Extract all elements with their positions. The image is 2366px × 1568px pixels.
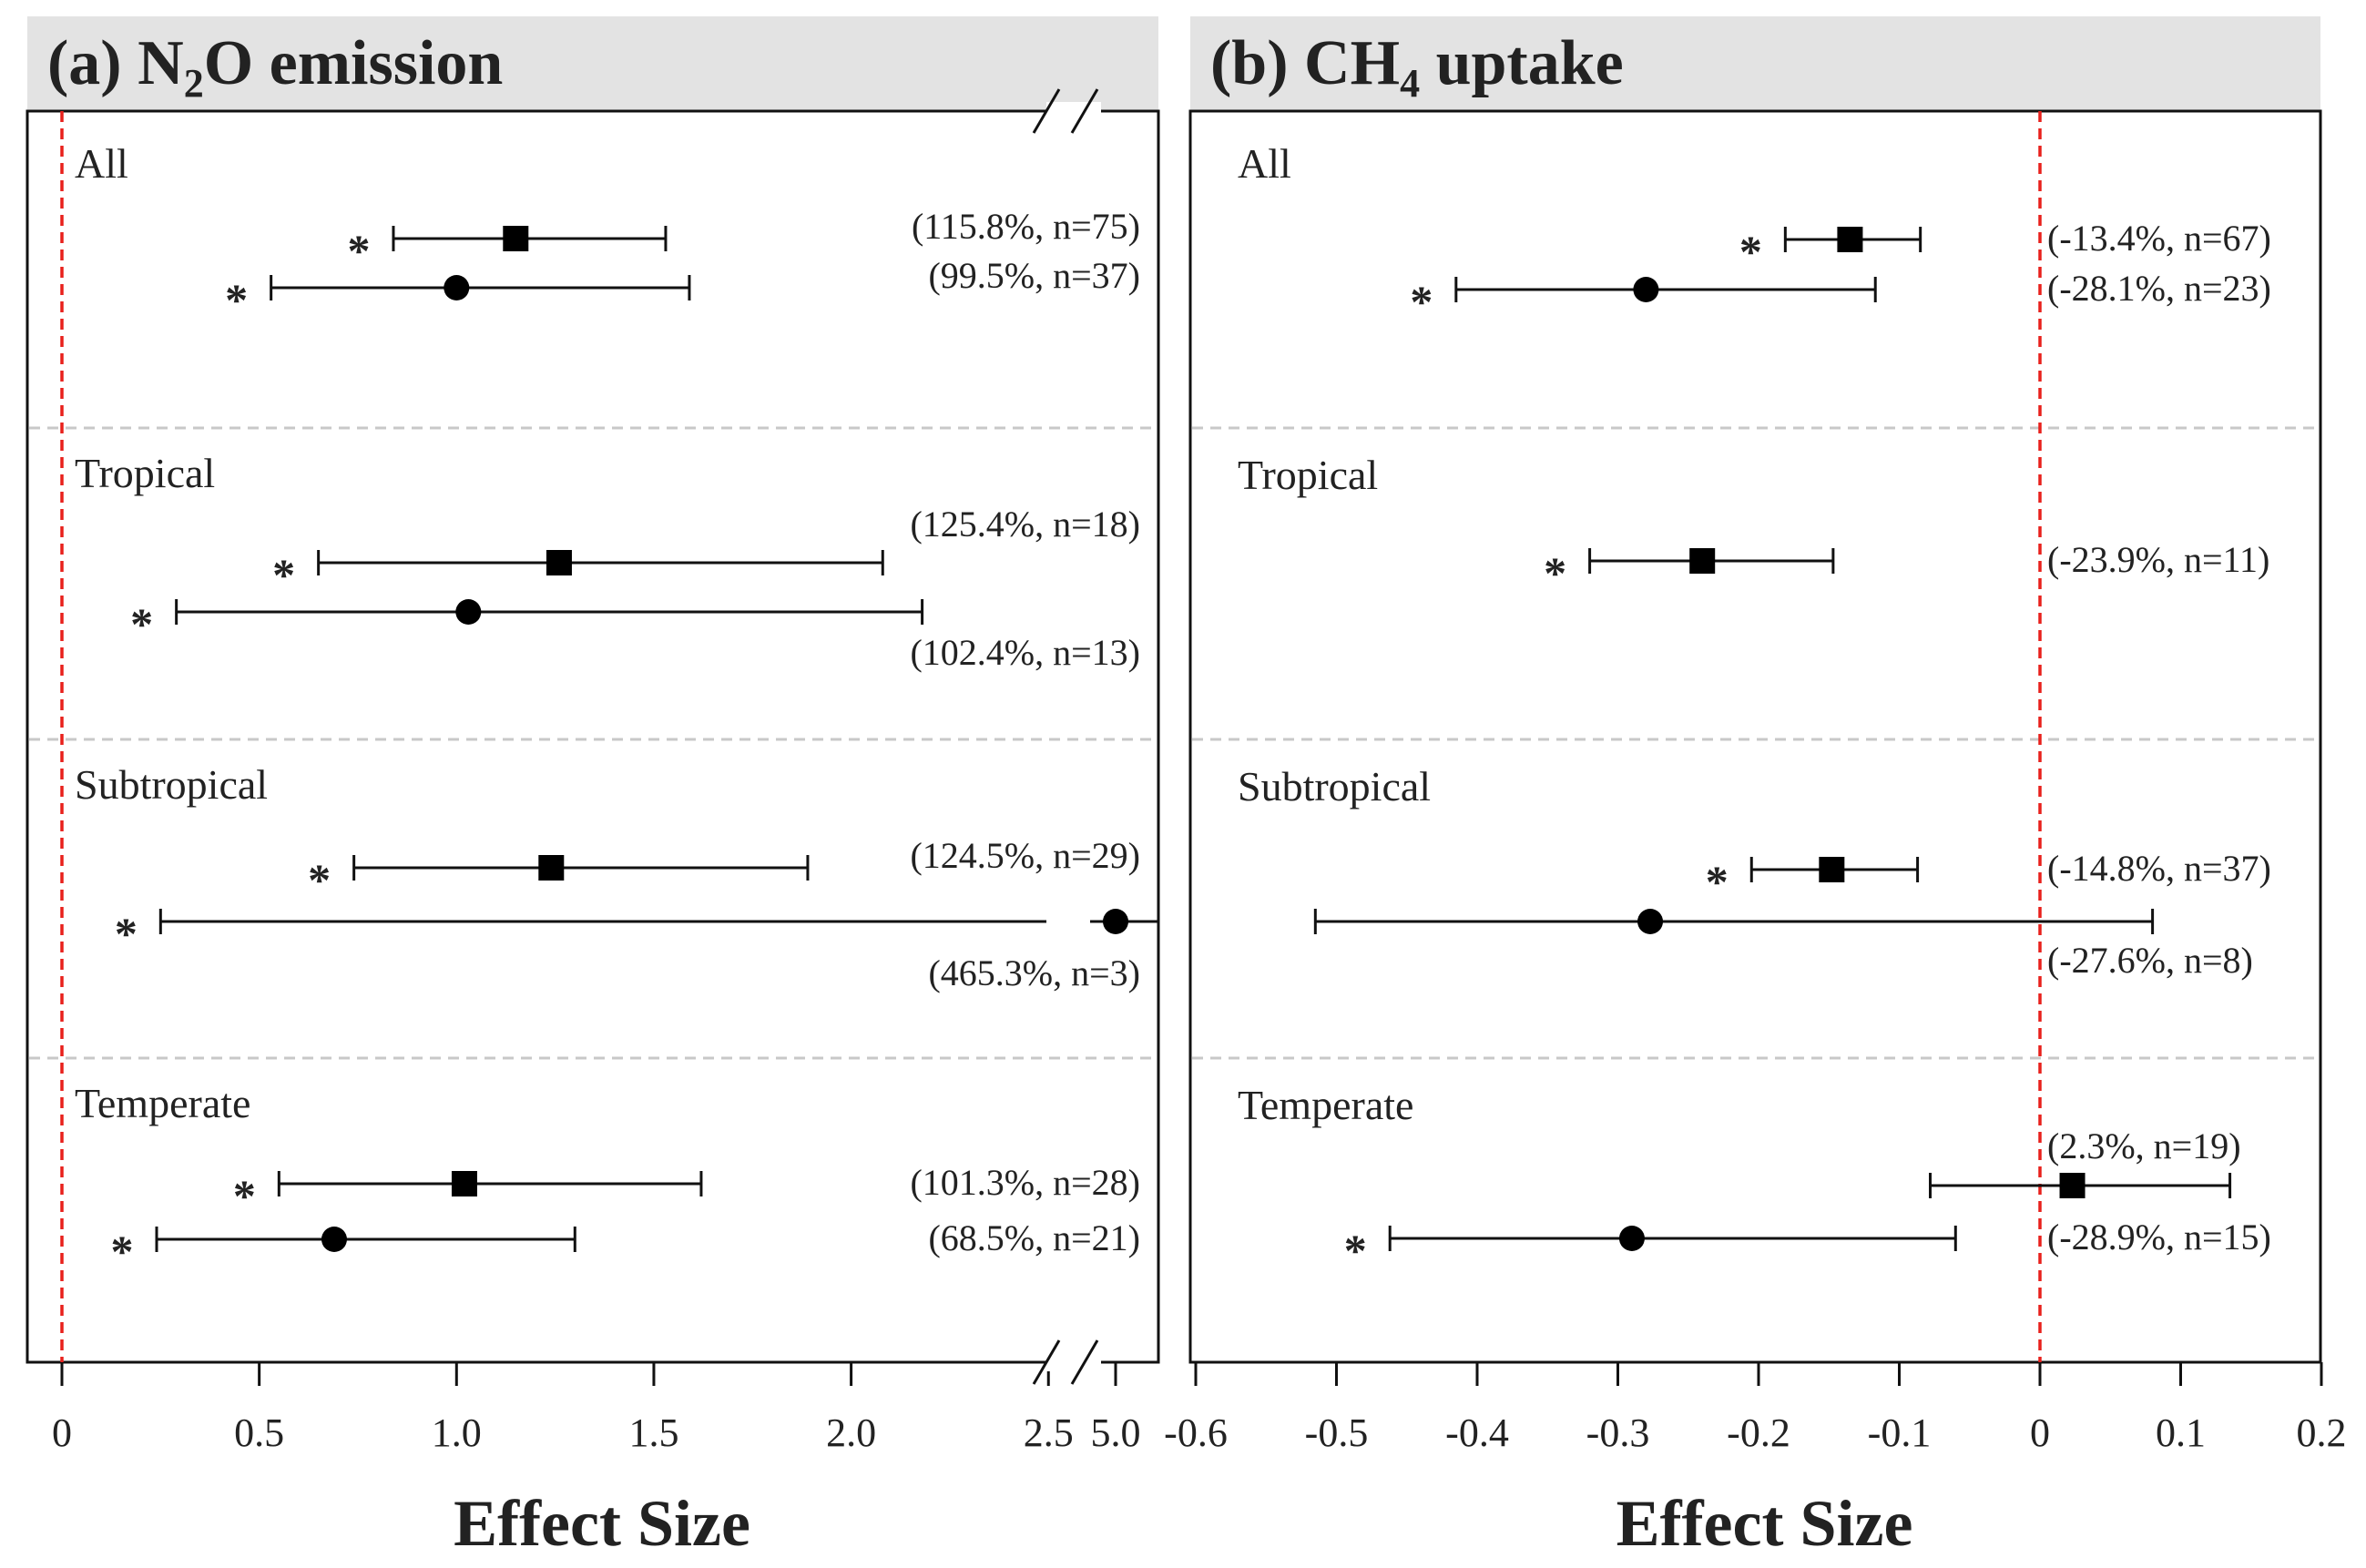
- axis-break-mark: [1032, 88, 1061, 134]
- significance-star: *: [1344, 1225, 1367, 1276]
- effect-annotation: (-13.4%, n=67): [2047, 218, 2271, 259]
- axis-break-mark: [1032, 1339, 1061, 1385]
- effect-annotation: (125.4%, n=18): [910, 504, 1140, 545]
- x-tick-label: -0.1: [1868, 1410, 1932, 1455]
- significance-star: *: [347, 225, 370, 276]
- x-tick-label: 1.5: [628, 1410, 678, 1455]
- x-tick-label: 0: [52, 1410, 72, 1455]
- x-tick-label: -0.5: [1305, 1410, 1369, 1455]
- significance-star: *: [1739, 226, 1762, 277]
- significance-star: *: [1544, 547, 1566, 598]
- effect-annotation: (-28.9%, n=15): [2047, 1217, 2271, 1257]
- axis-break-mark: [1070, 1339, 1099, 1385]
- mean-marker-square: [538, 855, 565, 881]
- x-tick-label: 2.0: [826, 1410, 876, 1455]
- effect-annotation: (465.3%, n=3): [928, 952, 1140, 993]
- axis-break-gap: [1046, 1353, 1101, 1371]
- axis-break-gap: [1046, 102, 1101, 120]
- mean-marker-circle: [1637, 909, 1664, 934]
- mean-marker-square: [1837, 227, 1863, 252]
- significance-star: *: [110, 1226, 133, 1277]
- effect-annotation: (2.3%, n=19): [2047, 1125, 2241, 1166]
- x-tick-label: 0: [2030, 1410, 2050, 1455]
- x-tick-label: -0.3: [1586, 1410, 1650, 1455]
- x-tick-label: 0.5: [234, 1410, 284, 1455]
- x-tick-label: -0.4: [1445, 1410, 1509, 1455]
- x-axis-title: Effect Size: [1616, 1487, 1913, 1560]
- group-label: Subtropical: [75, 761, 268, 808]
- mean-marker-circle: [1103, 909, 1128, 934]
- panel-a-n2o-emission: (a) N2O emission 0 0.5 1.0 1.5 2.0 2.5 5.0 Effec…: [25, 16, 1160, 1560]
- mean-marker-circle: [1633, 277, 1659, 302]
- panel-b-ch4-uptake: (b) CH4 uptake -0.6 -0.5 -0.4 -0.3 -0.2 -0.1 0 0…: [1164, 16, 2347, 1560]
- effect-annotation: (101.3%, n=28): [910, 1162, 1140, 1203]
- x-tick-label: -0.6: [1164, 1410, 1228, 1455]
- mean-marker-square: [1689, 548, 1716, 574]
- group-label: Temperate: [1238, 1082, 1413, 1128]
- mean-marker-square: [2059, 1173, 2086, 1198]
- significance-star: *: [272, 549, 295, 600]
- effect-annotation: (68.5%, n=21): [928, 1217, 1140, 1258]
- x-tick-label: 1.0: [432, 1410, 482, 1455]
- panel-header-band: [27, 16, 1158, 111]
- significance-star: *: [1706, 856, 1729, 907]
- axis-break-mark: [1070, 88, 1099, 134]
- mean-marker-circle: [321, 1227, 347, 1252]
- group-label: Tropical: [75, 450, 215, 496]
- x-tick-label: 0.2: [2297, 1410, 2347, 1455]
- significance-star: *: [115, 908, 138, 959]
- mean-marker-square: [503, 226, 529, 251]
- group-label: All: [75, 140, 128, 187]
- effect-annotation: (102.4%, n=13): [910, 632, 1140, 673]
- plot-frame: [25, 109, 1160, 1364]
- group-label: All: [1238, 140, 1291, 187]
- group-label: Tropical: [1238, 452, 1378, 498]
- effect-annotation: (115.8%, n=75): [912, 206, 1140, 247]
- significance-star: *: [130, 598, 153, 649]
- plot-frame: [1188, 109, 2322, 1364]
- panel-header-band: [1190, 16, 2320, 111]
- mean-marker-square: [451, 1171, 477, 1196]
- mean-marker-circle: [455, 599, 482, 625]
- effect-annotation: (-27.6%, n=8): [2047, 940, 2253, 981]
- panel-title: (b) CH4 uptake: [1210, 28, 1624, 106]
- mean-marker-square: [546, 550, 572, 575]
- effect-annotation: (-14.8%, n=37): [2047, 848, 2271, 889]
- significance-star: *: [225, 274, 248, 325]
- effect-annotation: (-28.1%, n=23): [2047, 268, 2271, 309]
- group-label: Temperate: [75, 1080, 250, 1126]
- panel-title: (a) N2O emission: [47, 28, 503, 106]
- significance-star: *: [308, 854, 331, 905]
- effect-annotation: (124.5%, n=29): [910, 835, 1140, 876]
- mean-marker-circle: [1618, 1226, 1645, 1251]
- x-tick-label: 2.5: [1024, 1410, 1074, 1455]
- group-label: Subtropical: [1238, 763, 1431, 809]
- x-tick-label: 5.0: [1091, 1410, 1141, 1455]
- x-tick-label: -0.2: [1727, 1410, 1790, 1455]
- x-tick-label: 0.1: [2156, 1410, 2206, 1455]
- mean-marker-circle: [444, 275, 470, 300]
- significance-star: *: [1410, 276, 1433, 327]
- mean-marker-square: [1819, 857, 1845, 882]
- effect-annotation: (-23.9%, n=11): [2047, 539, 2269, 580]
- x-axis-title: Effect Size: [454, 1487, 750, 1560]
- effect-annotation: (99.5%, n=37): [928, 255, 1140, 296]
- significance-star: *: [233, 1170, 256, 1221]
